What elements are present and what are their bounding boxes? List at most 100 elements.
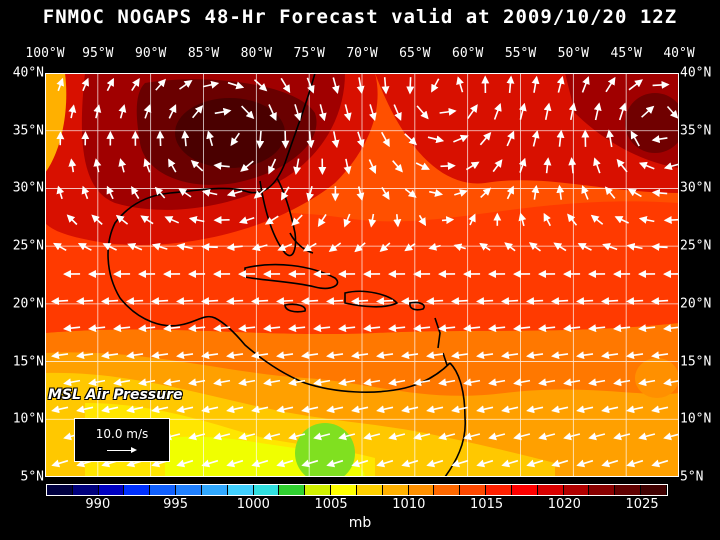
colorbar-tick: 1015 — [470, 497, 504, 512]
colorbar-units: mb — [348, 515, 372, 531]
wind-vector-icon — [526, 405, 544, 414]
wind-vector-icon — [351, 351, 369, 360]
wind-vector-icon — [240, 160, 254, 172]
wind-vector-icon — [168, 158, 177, 173]
wind-vector-icon — [468, 213, 476, 226]
wind-vector-icon — [568, 102, 577, 121]
wind-vector-icon — [263, 432, 281, 441]
wind-vector-icon — [251, 243, 268, 252]
wind-vector-icon — [163, 324, 181, 333]
wind-vector-icon — [226, 351, 244, 360]
wind-vector-icon — [53, 242, 67, 251]
wind-vector-icon — [226, 189, 243, 198]
wind-vector-icon — [518, 212, 527, 227]
colorbar-swatch — [537, 485, 564, 495]
wind-vector-icon — [463, 378, 481, 387]
wind-vector-icon — [451, 405, 469, 414]
latitude-label: 5°N — [20, 469, 44, 485]
wind-vector-icon — [604, 186, 616, 199]
wind-vector-icon — [293, 158, 302, 175]
wind-vector-icon — [126, 405, 144, 414]
wind-vector-icon — [606, 129, 615, 148]
latitude-label: 10°N — [680, 411, 712, 427]
wind-vector-icon — [253, 79, 268, 92]
wind-vector-icon — [281, 130, 290, 149]
wind-vector-icon — [651, 242, 668, 251]
wind-vector-icon — [638, 215, 655, 224]
wind-vector-icon — [576, 459, 594, 468]
wind-vector-icon — [106, 77, 114, 92]
wind-vector-icon — [626, 242, 643, 251]
wind-vector-icon — [438, 432, 456, 441]
wind-vector-icon — [313, 378, 331, 387]
wind-vector-icon — [201, 405, 219, 414]
wind-vector-icon — [613, 432, 631, 441]
wind-vector-icon — [106, 185, 114, 200]
colorbar-swatch — [460, 485, 487, 495]
wind-vector-icon — [151, 242, 168, 251]
wind-vector-icon — [213, 324, 231, 333]
colorbar-swatch — [382, 485, 409, 495]
wind-vector-icon — [531, 130, 540, 147]
low-yellow-east — [635, 358, 679, 398]
wind-vector-icon — [601, 405, 619, 414]
wind-vector-icon — [651, 297, 669, 306]
vector-scale-label: 10.0 m/s — [95, 427, 149, 441]
wind-vector-icon — [227, 81, 245, 90]
colorbar-swatch — [305, 485, 332, 495]
wind-vector-icon — [306, 77, 315, 94]
longitude-label: 55°W — [504, 46, 537, 61]
yellow-west-corner — [45, 73, 67, 173]
wind-vector-icon — [651, 351, 669, 360]
wind-vector-icon — [413, 432, 431, 441]
wind-vector-icon — [602, 242, 618, 251]
wind-vector-icon — [506, 185, 514, 200]
wind-vector-icon — [288, 432, 306, 441]
wind-vector-icon — [306, 186, 315, 202]
wind-vector-icon — [51, 351, 69, 360]
wind-vector-icon — [356, 131, 365, 148]
colorbar-swatch — [227, 485, 254, 495]
colorbar-swatch — [150, 485, 177, 495]
wind-vector-icon — [465, 161, 480, 171]
wind-vector-icon — [588, 324, 606, 333]
wind-vector-icon — [638, 161, 655, 170]
field-label: MSL Air Pressure — [48, 387, 183, 403]
wind-vector-icon — [368, 213, 377, 228]
latitude-label: 40°N — [680, 65, 712, 81]
wind-vector-icon — [151, 297, 169, 306]
wind-vector-icon — [155, 78, 166, 91]
wind-vector-icon — [126, 351, 144, 360]
wind-vector-icon — [213, 161, 230, 170]
wind-vector-icon — [576, 297, 594, 306]
wind-vector-icon — [338, 378, 356, 387]
wind-vector-icon — [651, 188, 668, 197]
wind-vector-icon — [392, 160, 403, 173]
longitude-label: 40°W — [663, 46, 695, 61]
wind-vector-icon — [476, 459, 494, 468]
wind-vector-icon — [488, 432, 506, 441]
wind-vector-icon — [492, 159, 503, 173]
wind-vector-icon — [253, 187, 267, 199]
wind-vector-icon — [81, 185, 90, 200]
wind-vector-icon — [618, 102, 627, 121]
longitude-label: 95°W — [82, 46, 114, 61]
colorbar-swatch — [434, 485, 461, 495]
wind-vector-icon — [538, 324, 556, 333]
wind-vector-icon — [418, 214, 427, 227]
wind-vector-icon — [115, 214, 129, 225]
vector-scale-arrow-icon — [107, 447, 137, 453]
wind-vector-icon — [626, 297, 644, 306]
wind-vector-icon — [652, 80, 670, 89]
wind-vector-icon — [154, 186, 166, 199]
wind-vector-icon — [179, 79, 193, 90]
wind-vector-icon — [556, 129, 565, 147]
colorbar-tick: 1010 — [392, 497, 426, 512]
wind-vector-icon — [588, 378, 606, 387]
wind-vector-icon — [251, 297, 269, 306]
wind-vector-icon — [326, 297, 344, 306]
wind-vector-icon — [426, 405, 444, 414]
wind-vector-icon — [268, 158, 277, 175]
wind-vector-icon — [428, 242, 441, 251]
wind-vector-icon — [178, 188, 192, 198]
